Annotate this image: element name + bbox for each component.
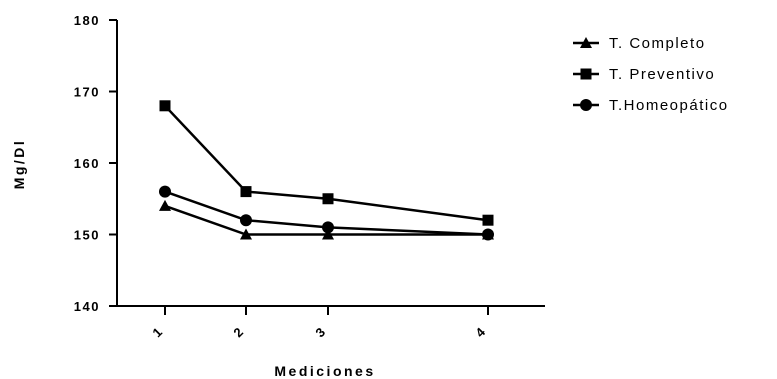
series-layer	[159, 100, 494, 241]
legend-label: T. Completo	[609, 35, 706, 52]
y-tick-label: 180	[74, 13, 100, 28]
data-point	[240, 186, 252, 198]
x-axis-ticks: 1 2 3 4	[149, 306, 489, 340]
series-circle	[159, 185, 494, 241]
series-square	[159, 100, 494, 226]
series-line	[164, 104, 489, 222]
x-tick-label: 1	[149, 323, 166, 340]
legend-label: T. Preventivo	[609, 66, 715, 83]
legend-item-t-preventivo: T. Preventivo	[573, 66, 715, 83]
triangle-marker-icon	[580, 37, 592, 48]
legend-item-t-completo: T. Completo	[573, 35, 706, 52]
y-tick-label: 160	[74, 156, 100, 171]
data-point	[159, 185, 171, 198]
legend-item-t-homeopatico: T.Homeopático	[573, 97, 729, 114]
y-tick-label: 150	[74, 228, 100, 243]
data-point	[240, 228, 252, 240]
legend-label: T.Homeopático	[609, 97, 729, 114]
y-axis-ticks: 140 150 160 170 180	[74, 13, 117, 314]
data-point	[322, 228, 334, 240]
data-point	[159, 100, 171, 112]
data-point	[482, 214, 494, 226]
series-triangle	[159, 199, 494, 240]
series-line	[164, 190, 489, 236]
circle-marker-icon	[580, 99, 592, 111]
series-line	[164, 204, 488, 236]
data-point	[159, 199, 171, 211]
legend: T. Completo T. Preventivo T.Homeopático	[573, 35, 729, 114]
data-point	[322, 193, 334, 205]
y-axis-title: Mg/Dl	[11, 139, 27, 190]
x-tick-label: 3	[312, 323, 329, 340]
data-point	[482, 228, 494, 241]
x-tick-label: 2	[230, 323, 247, 340]
data-point	[322, 221, 334, 234]
x-axis-title: Mediciones	[274, 363, 375, 379]
square-marker-icon	[580, 68, 592, 80]
data-point	[240, 214, 252, 227]
x-tick-label: 4	[472, 323, 489, 340]
y-tick-label: 140	[74, 299, 100, 314]
y-tick-label: 170	[74, 85, 100, 100]
